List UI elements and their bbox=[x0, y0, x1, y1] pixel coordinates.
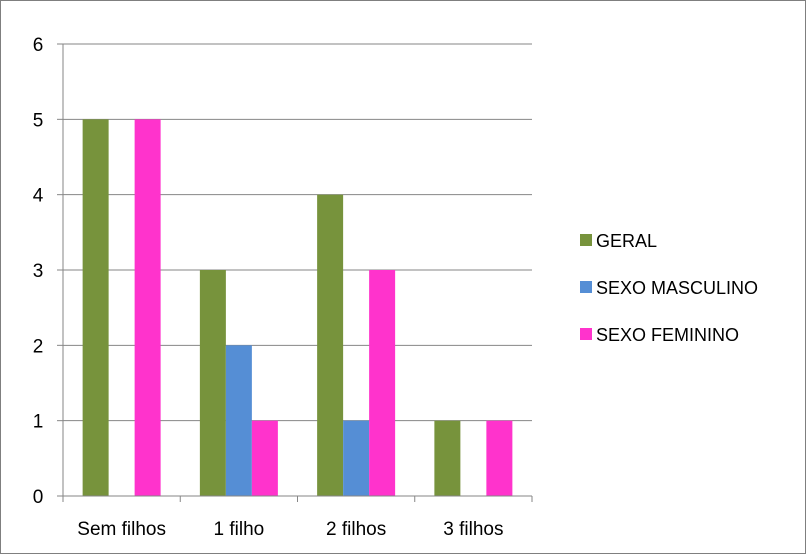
bar bbox=[225, 345, 252, 496]
x-tick-label: 3 filhos bbox=[443, 519, 503, 540]
legend-swatch bbox=[580, 328, 592, 340]
y-tick-label: 1 bbox=[33, 412, 44, 433]
axes: 0 1 2 3 4 5 6 Sem filhos 1 filho 2 filhos 3 filhos bbox=[33, 35, 533, 540]
legend-label: SEXO FEMININO bbox=[596, 325, 739, 345]
x-tick-label: 2 filhos bbox=[326, 519, 386, 540]
bar bbox=[317, 194, 344, 496]
legend-swatch bbox=[580, 234, 592, 246]
bars bbox=[82, 119, 513, 496]
y-tick-label: 2 bbox=[33, 336, 44, 357]
bar bbox=[434, 420, 461, 496]
bar bbox=[369, 270, 396, 496]
legend: GERAL SEXO MASCULINO SEXO FEMININO bbox=[580, 231, 758, 345]
bar bbox=[82, 119, 109, 496]
bar bbox=[199, 270, 226, 496]
y-tick-label: 5 bbox=[33, 110, 44, 131]
legend-swatch bbox=[580, 281, 592, 293]
legend-label: SEXO MASCULINO bbox=[596, 278, 758, 298]
bar bbox=[343, 420, 370, 496]
bar bbox=[134, 119, 161, 496]
y-tick-label: 3 bbox=[33, 261, 44, 282]
bar bbox=[486, 420, 513, 496]
y-tick-label: 6 bbox=[33, 35, 44, 56]
legend-label: GERAL bbox=[596, 231, 657, 251]
x-tick-label: Sem filhos bbox=[77, 519, 166, 540]
bar bbox=[251, 420, 278, 496]
x-tick-label: 1 filho bbox=[214, 519, 265, 540]
y-tick-label: 4 bbox=[33, 186, 44, 207]
y-tick-label: 0 bbox=[33, 487, 44, 508]
